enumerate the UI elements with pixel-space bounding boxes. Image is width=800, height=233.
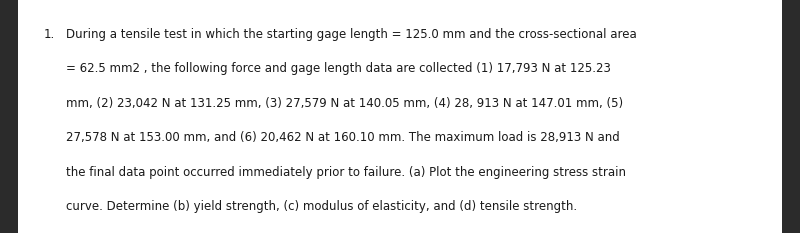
Text: 1.: 1. [44, 28, 55, 41]
Text: 27,578 N at 153.00 mm, and (6) 20,462 N at 160.10 mm. The maximum load is 28,913: 27,578 N at 153.00 mm, and (6) 20,462 N … [66, 131, 619, 144]
Text: the final data point occurred immediately prior to failure. (a) Plot the enginee: the final data point occurred immediatel… [66, 166, 626, 179]
Text: mm, (2) 23,042 N at 131.25 mm, (3) 27,579 N at 140.05 mm, (4) 28, 913 N at 147.0: mm, (2) 23,042 N at 131.25 mm, (3) 27,57… [66, 97, 622, 110]
Text: curve. Determine (b) yield strength, (c) modulus of elasticity, and (d) tensile : curve. Determine (b) yield strength, (c)… [66, 200, 577, 213]
Text: During a tensile test in which the starting gage length = 125.0 mm and the cross: During a tensile test in which the start… [66, 28, 636, 41]
Text: = 62.5 mm2 , the following force and gage length data are collected (1) 17,793 N: = 62.5 mm2 , the following force and gag… [66, 62, 610, 75]
